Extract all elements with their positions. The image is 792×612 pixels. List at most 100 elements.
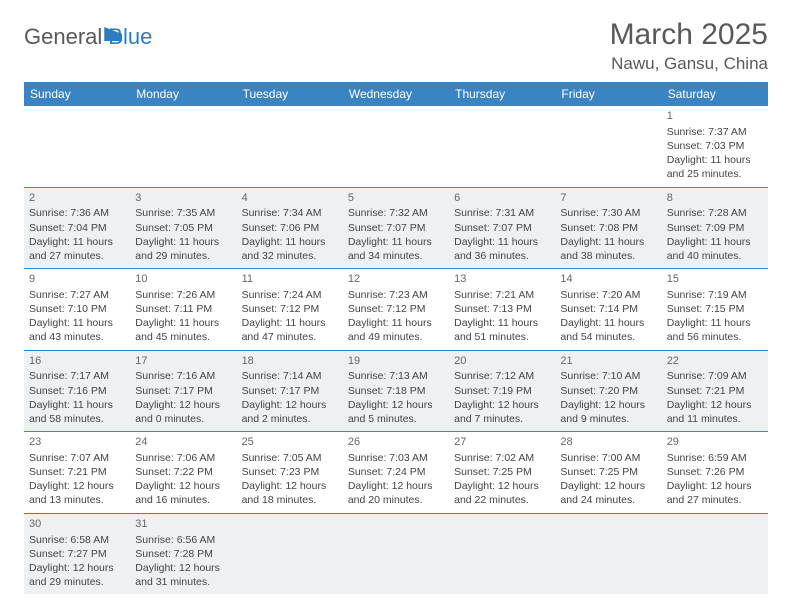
sunrise-line: Sunrise: 7:17 AM (29, 369, 125, 383)
calendar-cell: 9Sunrise: 7:27 AMSunset: 7:10 PMDaylight… (24, 269, 130, 351)
calendar-cell: 31Sunrise: 6:56 AMSunset: 7:28 PMDayligh… (130, 513, 236, 594)
daylight-line: Daylight: 12 hours and 5 minutes. (348, 398, 444, 426)
daylight-line: Daylight: 11 hours and 29 minutes. (135, 235, 231, 263)
calendar-cell: 7Sunrise: 7:30 AMSunset: 7:08 PMDaylight… (555, 187, 661, 269)
day-number: 29 (667, 435, 763, 450)
sunrise-line: Sunrise: 7:36 AM (29, 206, 125, 220)
sunset-line: Sunset: 7:26 PM (667, 465, 763, 479)
day-number: 23 (29, 435, 125, 450)
weekday-header: Sunday (24, 82, 130, 106)
sunset-line: Sunset: 7:14 PM (560, 302, 656, 316)
sunrise-line: Sunrise: 7:27 AM (29, 288, 125, 302)
day-number: 10 (135, 272, 231, 287)
sunset-line: Sunset: 7:19 PM (454, 384, 550, 398)
sunset-line: Sunset: 7:27 PM (29, 547, 125, 561)
daylight-line: Daylight: 12 hours and 29 minutes. (29, 561, 125, 589)
calendar-cell (343, 513, 449, 594)
calendar-cell: 18Sunrise: 7:14 AMSunset: 7:17 PMDayligh… (237, 350, 343, 432)
sunset-line: Sunset: 7:24 PM (348, 465, 444, 479)
daylight-line: Daylight: 11 hours and 40 minutes. (667, 235, 763, 263)
calendar-cell: 12Sunrise: 7:23 AMSunset: 7:12 PMDayligh… (343, 269, 449, 351)
sunrise-line: Sunrise: 7:37 AM (667, 125, 763, 139)
weekday-header: Thursday (449, 82, 555, 106)
weekday-header: Wednesday (343, 82, 449, 106)
sunrise-line: Sunrise: 7:00 AM (560, 451, 656, 465)
day-number: 11 (242, 272, 338, 287)
day-number: 22 (667, 354, 763, 369)
sunrise-line: Sunrise: 7:19 AM (667, 288, 763, 302)
calendar-cell: 14Sunrise: 7:20 AMSunset: 7:14 PMDayligh… (555, 269, 661, 351)
day-number: 3 (135, 191, 231, 206)
sunset-line: Sunset: 7:28 PM (135, 547, 231, 561)
calendar-cell (662, 513, 768, 594)
sunset-line: Sunset: 7:17 PM (135, 384, 231, 398)
day-number: 21 (560, 354, 656, 369)
sunset-line: Sunset: 7:07 PM (454, 221, 550, 235)
day-number: 15 (667, 272, 763, 287)
logo-text-general: General (24, 24, 102, 50)
calendar-cell: 29Sunrise: 6:59 AMSunset: 7:26 PMDayligh… (662, 432, 768, 514)
sunrise-line: Sunrise: 7:20 AM (560, 288, 656, 302)
sunrise-line: Sunrise: 7:26 AM (135, 288, 231, 302)
calendar-cell: 27Sunrise: 7:02 AMSunset: 7:25 PMDayligh… (449, 432, 555, 514)
calendar-cell: 15Sunrise: 7:19 AMSunset: 7:15 PMDayligh… (662, 269, 768, 351)
daylight-line: Daylight: 11 hours and 32 minutes. (242, 235, 338, 263)
sunset-line: Sunset: 7:18 PM (348, 384, 444, 398)
calendar-cell: 16Sunrise: 7:17 AMSunset: 7:16 PMDayligh… (24, 350, 130, 432)
weekday-header: Monday (130, 82, 236, 106)
calendar-header: SundayMondayTuesdayWednesdayThursdayFrid… (24, 82, 768, 106)
sunset-line: Sunset: 7:04 PM (29, 221, 125, 235)
sunset-line: Sunset: 7:10 PM (29, 302, 125, 316)
daylight-line: Daylight: 11 hours and 36 minutes. (454, 235, 550, 263)
location-text: Nawu, Gansu, China (610, 54, 768, 74)
calendar-cell (449, 513, 555, 594)
sunrise-line: Sunrise: 7:35 AM (135, 206, 231, 220)
day-number: 14 (560, 272, 656, 287)
weekday-header: Saturday (662, 82, 768, 106)
sunset-line: Sunset: 7:17 PM (242, 384, 338, 398)
sunset-line: Sunset: 7:12 PM (242, 302, 338, 316)
sunrise-line: Sunrise: 7:24 AM (242, 288, 338, 302)
day-number: 24 (135, 435, 231, 450)
calendar-cell: 13Sunrise: 7:21 AMSunset: 7:13 PMDayligh… (449, 269, 555, 351)
daylight-line: Daylight: 12 hours and 7 minutes. (454, 398, 550, 426)
calendar-cell (237, 106, 343, 187)
day-number: 31 (135, 517, 231, 532)
sunrise-line: Sunrise: 7:10 AM (560, 369, 656, 383)
day-number: 2 (29, 191, 125, 206)
day-number: 25 (242, 435, 338, 450)
sunrise-line: Sunrise: 7:16 AM (135, 369, 231, 383)
calendar-cell: 11Sunrise: 7:24 AMSunset: 7:12 PMDayligh… (237, 269, 343, 351)
sunrise-line: Sunrise: 7:30 AM (560, 206, 656, 220)
calendar-cell: 3Sunrise: 7:35 AMSunset: 7:05 PMDaylight… (130, 187, 236, 269)
logo: General Blue (24, 18, 152, 50)
weekday-header: Friday (555, 82, 661, 106)
sunset-line: Sunset: 7:06 PM (242, 221, 338, 235)
sunrise-line: Sunrise: 7:32 AM (348, 206, 444, 220)
daylight-line: Daylight: 12 hours and 24 minutes. (560, 479, 656, 507)
sunset-line: Sunset: 7:05 PM (135, 221, 231, 235)
day-number: 26 (348, 435, 444, 450)
daylight-line: Daylight: 11 hours and 38 minutes. (560, 235, 656, 263)
daylight-line: Daylight: 11 hours and 34 minutes. (348, 235, 444, 263)
day-number: 7 (560, 191, 656, 206)
calendar-cell: 10Sunrise: 7:26 AMSunset: 7:11 PMDayligh… (130, 269, 236, 351)
month-title: March 2025 (610, 18, 768, 52)
daylight-line: Daylight: 11 hours and 25 minutes. (667, 153, 763, 181)
sunrise-line: Sunrise: 7:09 AM (667, 369, 763, 383)
calendar-cell: 21Sunrise: 7:10 AMSunset: 7:20 PMDayligh… (555, 350, 661, 432)
sunset-line: Sunset: 7:08 PM (560, 221, 656, 235)
sunset-line: Sunset: 7:16 PM (29, 384, 125, 398)
sunset-line: Sunset: 7:21 PM (29, 465, 125, 479)
sunset-line: Sunset: 7:13 PM (454, 302, 550, 316)
sunrise-line: Sunrise: 7:34 AM (242, 206, 338, 220)
daylight-line: Daylight: 11 hours and 54 minutes. (560, 316, 656, 344)
calendar-cell: 4Sunrise: 7:34 AMSunset: 7:06 PMDaylight… (237, 187, 343, 269)
daylight-line: Daylight: 11 hours and 27 minutes. (29, 235, 125, 263)
sunset-line: Sunset: 7:20 PM (560, 384, 656, 398)
daylight-line: Daylight: 11 hours and 43 minutes. (29, 316, 125, 344)
sunrise-line: Sunrise: 7:31 AM (454, 206, 550, 220)
sunset-line: Sunset: 7:23 PM (242, 465, 338, 479)
day-number: 19 (348, 354, 444, 369)
sunrise-line: Sunrise: 7:12 AM (454, 369, 550, 383)
